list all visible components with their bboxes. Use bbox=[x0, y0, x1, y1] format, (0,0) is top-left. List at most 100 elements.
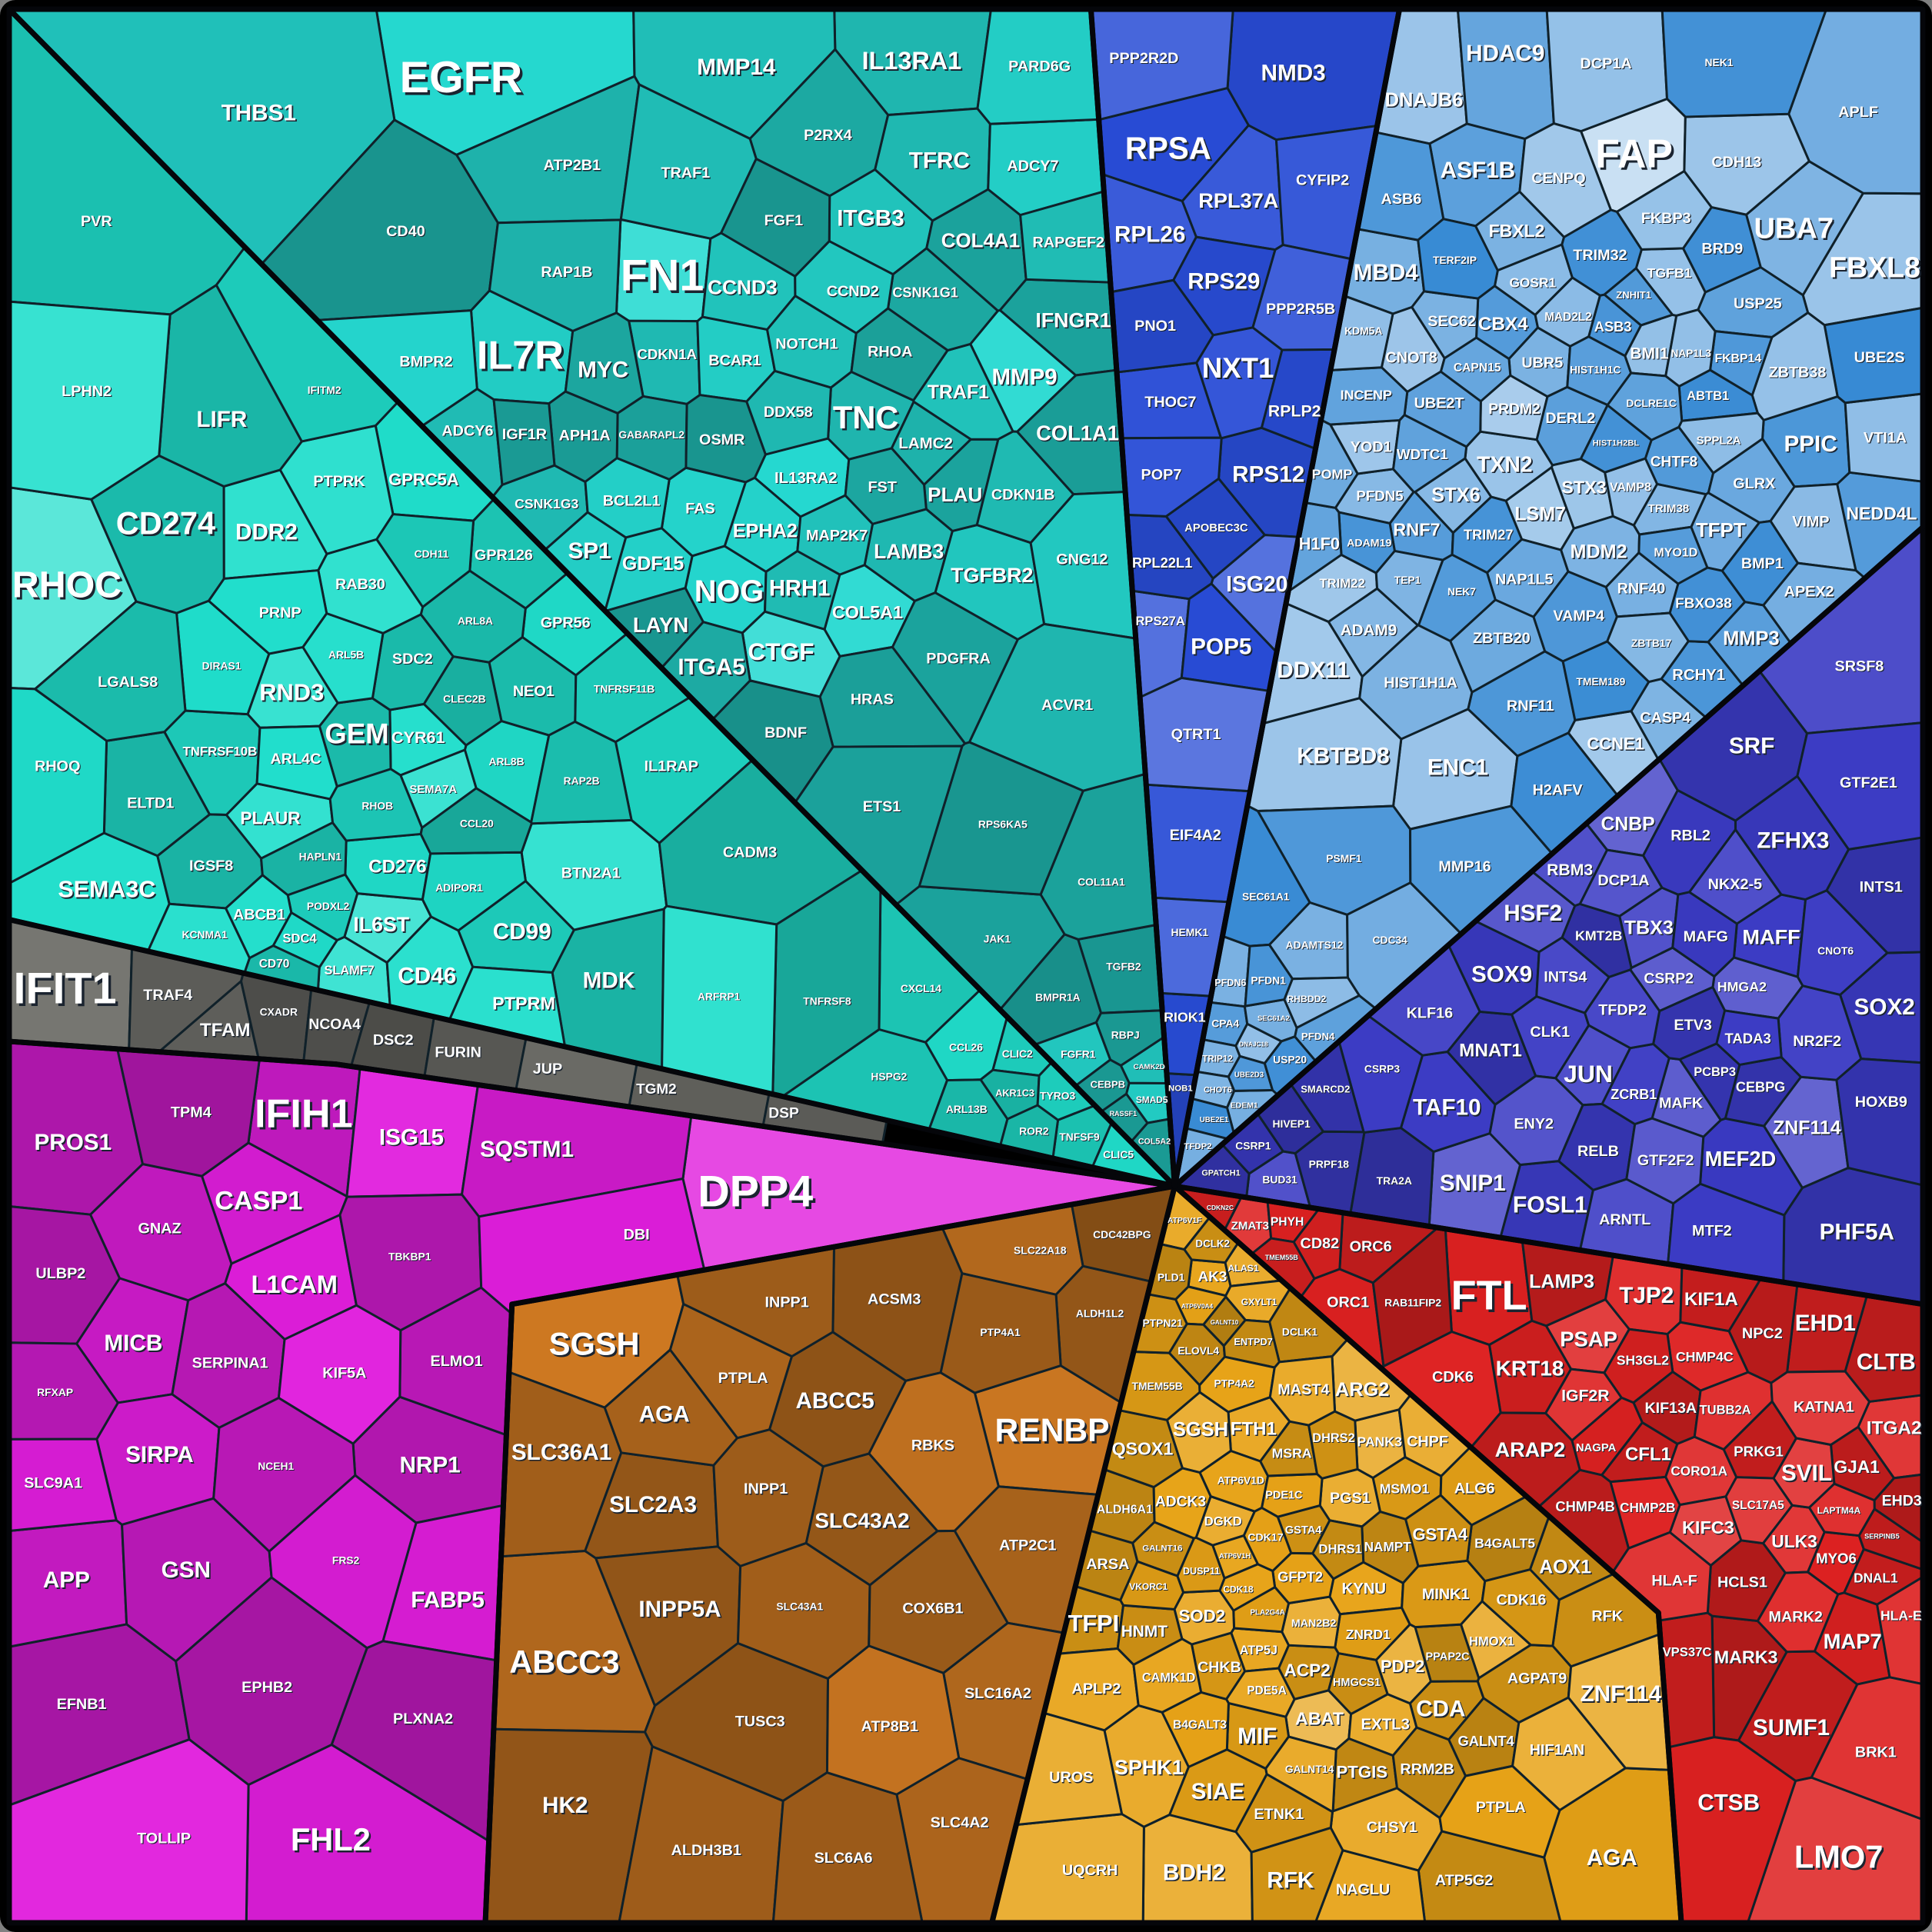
svg-text:CTGF: CTGF bbox=[748, 638, 814, 665]
svg-text:ASB6: ASB6 bbox=[1381, 191, 1422, 208]
svg-text:RNF7: RNF7 bbox=[1393, 519, 1440, 539]
svg-text:B4GALT3: B4GALT3 bbox=[1173, 1718, 1227, 1731]
svg-text:CASP4: CASP4 bbox=[1640, 710, 1690, 727]
svg-text:CHTF8: CHTF8 bbox=[1651, 455, 1698, 471]
svg-text:MAFG: MAFG bbox=[1684, 928, 1728, 945]
svg-text:ADIPOR1: ADIPOR1 bbox=[435, 881, 483, 894]
svg-text:BTN2A1: BTN2A1 bbox=[561, 864, 621, 881]
svg-text:UBE2S: UBE2S bbox=[1854, 349, 1905, 366]
svg-text:ACP2: ACP2 bbox=[1284, 1661, 1330, 1681]
svg-text:FAP: FAP bbox=[1595, 131, 1673, 175]
svg-text:ABCC5: ABCC5 bbox=[795, 1388, 874, 1414]
svg-text:HIST1H1A: HIST1H1A bbox=[1384, 675, 1457, 691]
svg-text:PVR: PVR bbox=[81, 213, 112, 230]
svg-text:KIF1A: KIF1A bbox=[1684, 1289, 1738, 1310]
svg-text:DGKD: DGKD bbox=[1204, 1514, 1242, 1528]
svg-text:MMP14: MMP14 bbox=[697, 55, 776, 80]
svg-text:SQSTM1: SQSTM1 bbox=[480, 1137, 574, 1162]
svg-text:GPR126: GPR126 bbox=[475, 547, 533, 564]
svg-text:GALNT16: GALNT16 bbox=[1142, 1544, 1182, 1554]
svg-text:RPS12: RPS12 bbox=[1232, 461, 1304, 487]
svg-text:RNF11: RNF11 bbox=[1507, 698, 1554, 715]
svg-text:DDX58: DDX58 bbox=[764, 404, 813, 421]
svg-text:LAYN: LAYN bbox=[633, 613, 688, 637]
svg-text:GALNT10: GALNT10 bbox=[1211, 1319, 1239, 1326]
svg-text:SLC4A2: SLC4A2 bbox=[931, 1814, 989, 1831]
svg-text:ZCRB1: ZCRB1 bbox=[1611, 1087, 1657, 1102]
svg-text:ITGB3: ITGB3 bbox=[837, 205, 904, 231]
svg-text:DNAJC18: DNAJC18 bbox=[1239, 1041, 1268, 1048]
svg-text:DHRS1: DHRS1 bbox=[1319, 1542, 1362, 1557]
svg-text:CNBP: CNBP bbox=[1601, 814, 1655, 835]
svg-text:STX6: STX6 bbox=[1431, 485, 1481, 506]
svg-text:ADCY6: ADCY6 bbox=[441, 422, 493, 439]
svg-text:SOX2: SOX2 bbox=[1854, 994, 1915, 1020]
svg-text:MMP16: MMP16 bbox=[1438, 858, 1491, 875]
svg-text:IL13RA2: IL13RA2 bbox=[774, 470, 838, 487]
svg-text:ZFHX3: ZFHX3 bbox=[1757, 828, 1829, 854]
svg-text:SLC6A6: SLC6A6 bbox=[814, 1850, 873, 1867]
svg-text:GFPT2: GFPT2 bbox=[1277, 1569, 1323, 1585]
svg-text:IL13RA1: IL13RA1 bbox=[862, 47, 962, 75]
svg-text:NAP1L3: NAP1L3 bbox=[1671, 348, 1712, 359]
svg-text:H2AFV: H2AFV bbox=[1533, 782, 1584, 799]
svg-text:HMOX1: HMOX1 bbox=[1469, 1634, 1514, 1649]
svg-text:VKORC1: VKORC1 bbox=[1129, 1581, 1168, 1592]
svg-text:ADAMTS12: ADAMTS12 bbox=[1286, 938, 1344, 951]
svg-text:PHF5A: PHF5A bbox=[1820, 1220, 1894, 1245]
svg-text:ABCB1: ABCB1 bbox=[233, 907, 285, 924]
svg-text:CLEC2B: CLEC2B bbox=[443, 692, 485, 705]
svg-text:CHKB: CHKB bbox=[1198, 1659, 1241, 1676]
svg-text:MAFK: MAFK bbox=[1659, 1095, 1704, 1112]
svg-text:FBXL2: FBXL2 bbox=[1489, 221, 1545, 241]
svg-text:HSF2: HSF2 bbox=[1504, 901, 1562, 926]
svg-text:ASF1B: ASF1B bbox=[1441, 158, 1515, 183]
svg-text:YOD1: YOD1 bbox=[1351, 438, 1392, 455]
svg-text:EDEM1: EDEM1 bbox=[1231, 1101, 1258, 1110]
svg-text:SLC17A5: SLC17A5 bbox=[1732, 1499, 1784, 1512]
svg-text:FTL: FTL bbox=[1451, 1273, 1527, 1319]
svg-text:ATP5J: ATP5J bbox=[1240, 1644, 1277, 1657]
svg-text:HMGA2: HMGA2 bbox=[1717, 979, 1767, 994]
svg-text:QTRT1: QTRT1 bbox=[1171, 726, 1221, 743]
svg-text:TUSC3: TUSC3 bbox=[735, 1713, 785, 1730]
svg-text:PLXNA2: PLXNA2 bbox=[393, 1710, 453, 1727]
svg-text:POP7: POP7 bbox=[1141, 467, 1182, 484]
svg-text:TBX3: TBX3 bbox=[1624, 917, 1674, 938]
svg-text:ZBTB17: ZBTB17 bbox=[1631, 637, 1672, 649]
svg-text:DCP1A: DCP1A bbox=[1581, 55, 1632, 72]
svg-text:UBE2D3: UBE2D3 bbox=[1234, 1071, 1264, 1080]
svg-text:TGFBR2: TGFBR2 bbox=[951, 564, 1033, 587]
svg-text:ELTD1: ELTD1 bbox=[127, 794, 174, 811]
svg-text:TERF2IP: TERF2IP bbox=[1433, 254, 1477, 266]
svg-text:COL4A1: COL4A1 bbox=[941, 231, 1020, 252]
svg-text:PTP4A1: PTP4A1 bbox=[980, 1326, 1021, 1338]
svg-text:CHMP4C: CHMP4C bbox=[1676, 1349, 1734, 1364]
svg-text:TFAM: TFAM bbox=[200, 1020, 251, 1041]
svg-text:TRAF4: TRAF4 bbox=[143, 987, 192, 1004]
svg-text:GPRC5A: GPRC5A bbox=[388, 470, 459, 489]
svg-text:CCND2: CCND2 bbox=[827, 283, 879, 300]
svg-text:ARL13B: ARL13B bbox=[946, 1103, 988, 1115]
svg-text:MICB: MICB bbox=[104, 1331, 162, 1356]
svg-text:KYNU: KYNU bbox=[1342, 1581, 1387, 1597]
svg-text:SRSF8: SRSF8 bbox=[1834, 658, 1884, 675]
svg-text:RND3: RND3 bbox=[259, 679, 324, 706]
svg-text:DIRAS1: DIRAS1 bbox=[202, 659, 242, 671]
svg-text:ATP2B1: ATP2B1 bbox=[544, 157, 601, 174]
svg-text:RPL26: RPL26 bbox=[1114, 222, 1185, 247]
svg-text:ADAM9: ADAM9 bbox=[1341, 621, 1397, 639]
svg-text:UROS: UROS bbox=[1049, 1769, 1093, 1786]
svg-text:IGF1R: IGF1R bbox=[502, 426, 547, 443]
svg-text:LMO7: LMO7 bbox=[1794, 1839, 1884, 1875]
svg-text:POMP: POMP bbox=[1312, 466, 1353, 481]
svg-text:SLC9A1: SLC9A1 bbox=[24, 1474, 82, 1491]
svg-text:ATP6V1D: ATP6V1D bbox=[1217, 1474, 1264, 1487]
svg-text:GTF2F2: GTF2F2 bbox=[1637, 1152, 1694, 1169]
svg-text:CD99: CD99 bbox=[493, 919, 551, 944]
svg-text:FABP5: FABP5 bbox=[411, 1587, 485, 1613]
svg-text:GNAZ: GNAZ bbox=[138, 1221, 181, 1237]
svg-text:CDC42BPG: CDC42BPG bbox=[1093, 1228, 1151, 1241]
svg-text:CAMK1D: CAMK1D bbox=[1142, 1671, 1196, 1684]
svg-text:FKBP3: FKBP3 bbox=[1641, 210, 1691, 227]
